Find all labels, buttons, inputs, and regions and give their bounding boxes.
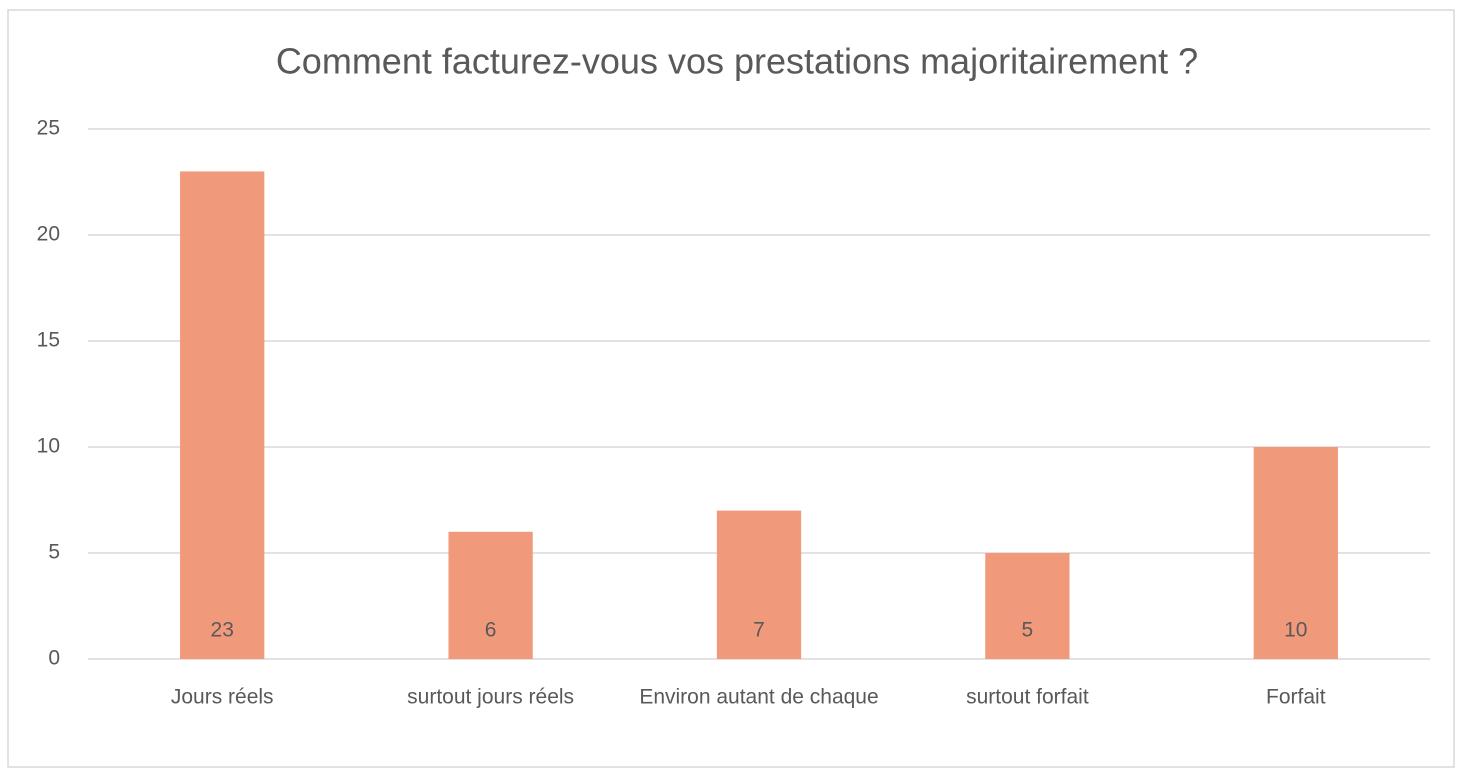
y-tick-label: 10	[37, 435, 60, 458]
x-tick-label: Forfait	[1266, 686, 1326, 709]
y-tick-label: 25	[37, 117, 60, 140]
y-tick-label: 0	[48, 647, 60, 670]
x-tick-label: Jours réels	[171, 686, 274, 709]
bar	[180, 171, 265, 659]
y-tick-label: 15	[37, 329, 60, 352]
x-tick-label: Environ autant de chaque	[639, 686, 878, 709]
chart-title: Comment facturez-vous vos prestations ma…	[276, 41, 1198, 82]
data-label: 6	[485, 619, 497, 642]
y-tick-label: 5	[48, 541, 60, 564]
bar	[448, 531, 533, 659]
bar	[985, 553, 1070, 659]
data-label: 23	[211, 619, 234, 642]
y-tick-label: 20	[37, 223, 60, 246]
data-label: 5	[1022, 619, 1034, 642]
data-label: 7	[753, 619, 765, 642]
bar	[716, 510, 802, 659]
bar	[1253, 447, 1338, 659]
x-tick-label: surtout forfait	[966, 686, 1089, 709]
x-tick-label: surtout jours réels	[407, 686, 574, 709]
data-label: 10	[1284, 619, 1307, 642]
